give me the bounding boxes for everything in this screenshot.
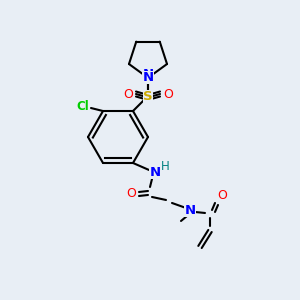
Text: O: O [123, 88, 133, 100]
Text: H: H [160, 160, 169, 173]
Text: O: O [126, 188, 136, 200]
Text: Cl: Cl [76, 100, 89, 112]
Text: N: N [142, 68, 154, 80]
Text: O: O [217, 190, 227, 202]
Text: S: S [143, 89, 153, 103]
Text: N: N [142, 71, 154, 84]
Text: N: N [149, 167, 161, 179]
Text: O: O [163, 88, 173, 100]
Text: N: N [184, 205, 196, 218]
